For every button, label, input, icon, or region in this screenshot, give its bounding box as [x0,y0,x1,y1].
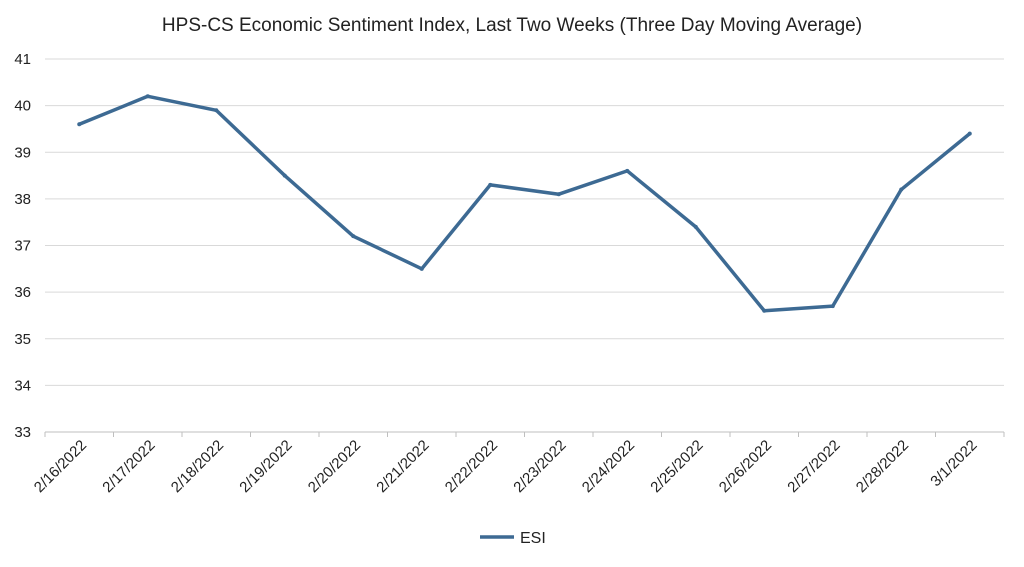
x-tick-label: 2/24/2022 [579,437,638,496]
y-tick-label: 36 [14,284,31,301]
y-tick-label: 41 [14,51,31,68]
y-tick-label: 40 [14,98,31,115]
data-point [419,266,424,271]
series-line-esi [77,94,972,313]
axes [44,431,1005,437]
data-point [282,173,287,178]
y-tick-label: 37 [14,238,31,255]
data-point [625,168,630,173]
x-tick-label: 2/27/2022 [784,437,843,496]
y-tick-label: 34 [14,377,31,394]
data-point [145,94,150,99]
x-tick-label: 2/19/2022 [236,437,295,496]
y-tick-label: 35 [14,331,31,348]
data-point [488,182,493,187]
x-tick-label: 2/16/2022 [31,437,90,496]
data-point [967,131,972,136]
data-point [77,122,82,127]
x-tick-label: 2/26/2022 [716,437,775,496]
x-tick-label: 2/20/2022 [305,437,364,496]
x-tick-label: 3/1/2022 [927,437,980,490]
y-tick-label: 39 [14,144,31,161]
y-tick-label: 38 [14,191,31,208]
y-tick-label: 33 [14,424,31,441]
x-axis-tick-labels: 2/16/2022 2/17/2022 2/18/2022 2/19/2022 2/20… [31,437,981,496]
legend: ESI [480,530,546,547]
data-point [899,187,904,192]
y-axis-tick-labels: 33 34 35 36 37 38 39 40 41 [14,51,31,441]
x-tick-label: 2/28/2022 [853,437,912,496]
series-lines [77,94,972,313]
data-point [214,108,219,113]
data-point [762,308,767,313]
data-point [351,234,356,239]
x-tick-label: 2/22/2022 [442,437,501,496]
chart-title: HPS-CS Economic Sentiment Index, Last Tw… [162,15,862,36]
data-point [830,304,835,309]
x-tick-label: 2/18/2022 [168,437,227,496]
data-point [693,224,698,229]
legend-label: ESI [520,530,546,547]
x-tick-label: 2/25/2022 [647,437,706,496]
x-tick-label: 2/23/2022 [510,437,569,496]
gridlines [45,58,1004,386]
x-tick-label: 2/17/2022 [99,437,158,496]
data-point [556,192,561,197]
x-tick-label: 2/21/2022 [373,437,432,496]
